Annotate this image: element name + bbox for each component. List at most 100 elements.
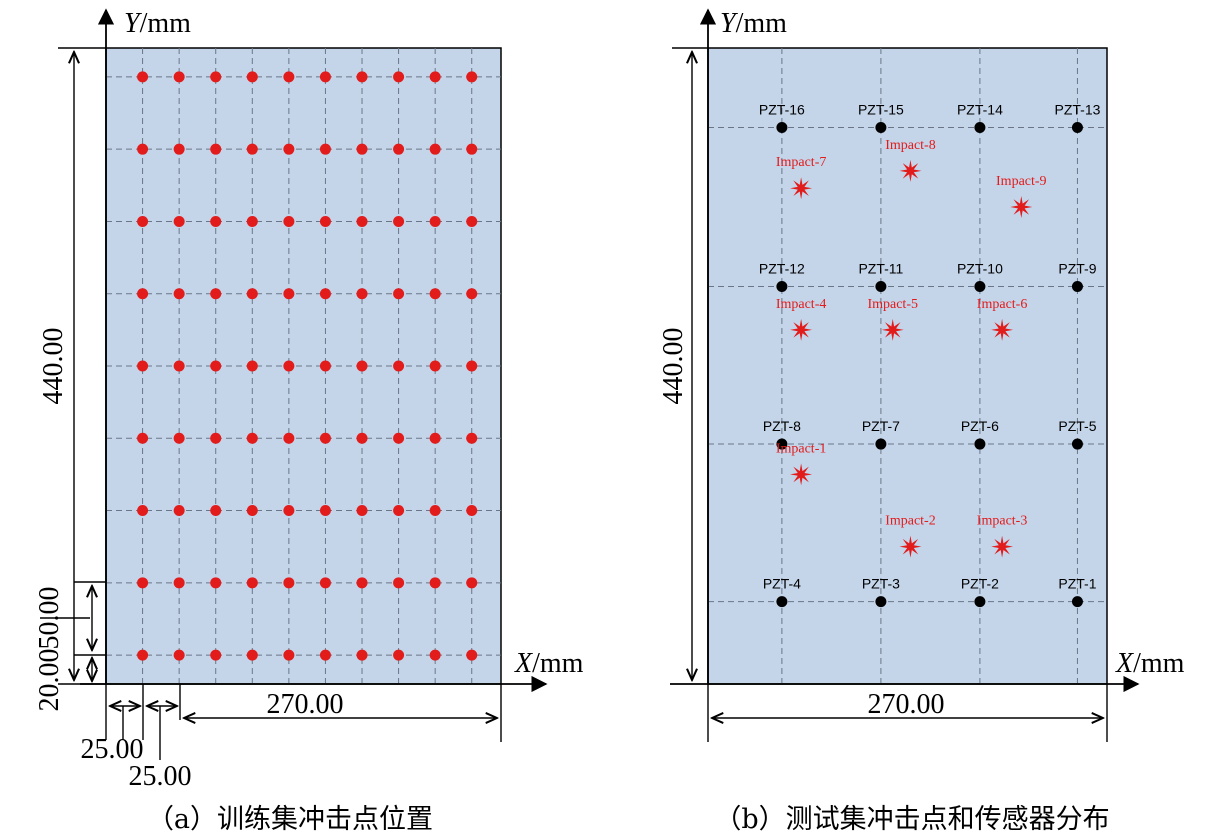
dim-height-label-a: 440.00 — [38, 328, 69, 405]
train-impact-point — [356, 505, 368, 517]
sensor-point — [974, 281, 986, 292]
train-impact-point — [283, 288, 295, 300]
dim-bottom-offset-a: 20.00 — [34, 649, 106, 712]
train-impact-point — [393, 71, 405, 83]
train-impact-point — [283, 71, 295, 83]
train-impact-point — [137, 360, 149, 372]
train-impact-point — [393, 505, 405, 517]
impact-label: Impact-9 — [996, 174, 1047, 189]
train-impact-point — [210, 143, 222, 155]
impact-star — [1010, 196, 1033, 218]
sensor-label: PZT-2 — [961, 576, 999, 592]
sensors: PZT-1 PZT-2 PZT-3 PZT-4 PZT-5 PZT-6 PZT-7 PZT-8… — [759, 102, 1101, 608]
train-impact-point — [356, 143, 368, 155]
sensor-point — [875, 438, 887, 450]
train-impact-point — [429, 71, 441, 83]
train-impact-point — [319, 505, 331, 517]
train-impact-point — [393, 432, 405, 444]
train-impact-point — [210, 360, 222, 372]
impact-label: Impact-4 — [776, 297, 827, 312]
train-impact-point — [246, 143, 258, 155]
train-impact-point — [246, 505, 258, 517]
y-axis-label-a: Y/mm — [124, 8, 191, 39]
train-impact-point — [466, 649, 478, 661]
train-impact-point — [173, 577, 185, 589]
sensor-point — [875, 596, 887, 608]
dim-width-label-b: 270.00 — [868, 689, 945, 720]
train-impact-point — [173, 288, 185, 300]
sensor-point — [776, 281, 788, 292]
x-axis-label-a: X/mm — [514, 648, 584, 679]
train-impact-point — [356, 71, 368, 83]
train-impact-point — [173, 432, 185, 444]
train-impact-point — [319, 71, 331, 83]
train-impact-point — [466, 360, 478, 372]
train-impact-point — [466, 71, 478, 83]
sensor-point — [1071, 281, 1083, 292]
sensor-point — [974, 596, 986, 608]
panel-a: Y/mm X/mm 440.00 50.00 20.00 — [34, 8, 584, 835]
sensor-label: PZT-10 — [957, 261, 1003, 277]
train-impact-point — [466, 505, 478, 517]
train-impact-point — [137, 649, 149, 661]
train-impact-point — [246, 71, 258, 83]
dim-bottom-offset-label-a: 20.00 — [34, 649, 65, 712]
train-impact-point — [283, 505, 295, 517]
dim-height-b: 440.00 — [658, 47, 708, 680]
train-impact-point — [246, 215, 258, 227]
dim-height-a: 440.00 — [38, 47, 106, 685]
sensor-label: PZT-11 — [858, 261, 903, 277]
sensor-label: PZT-4 — [763, 576, 801, 592]
train-impact-point — [393, 360, 405, 372]
train-impact-point — [210, 649, 222, 661]
train-impact-point — [429, 360, 441, 372]
train-impact-point — [283, 432, 295, 444]
train-impact-point — [466, 432, 478, 444]
impact-star — [790, 463, 813, 486]
dim-width-a: 270.00 25.00 25.00 — [81, 684, 502, 792]
train-impact-point — [137, 577, 149, 589]
sensor-point — [1071, 122, 1083, 133]
train-impact-point — [210, 215, 222, 227]
train-impact-point — [319, 432, 331, 444]
sensor-point — [776, 122, 788, 133]
sensor-label: PZT-5 — [1058, 418, 1096, 434]
train-impact-point — [466, 288, 478, 300]
sensor-label: PZT-3 — [862, 576, 900, 592]
train-impact-point — [173, 505, 185, 517]
impact-star — [790, 177, 813, 200]
train-impact-point — [137, 71, 149, 83]
train-impact-point — [466, 143, 478, 155]
dim-col-pitch-label-a: 25.00 — [129, 761, 192, 792]
train-impact-point — [283, 360, 295, 372]
sensor-point — [875, 122, 887, 133]
sensor-point — [776, 438, 788, 450]
dim-row-pitch-a: 50.00 — [34, 581, 106, 650]
train-impact-point — [173, 360, 185, 372]
impacts: Impact-1 Impact-2 Impact-3 Impact-4 Impact-5… — [776, 138, 1047, 558]
dim-width-b: 270.00 — [707, 684, 1108, 742]
train-impact-point — [173, 71, 185, 83]
train-impact-point — [283, 577, 295, 589]
train-impact-point — [137, 288, 149, 300]
impact-star — [899, 159, 922, 182]
train-impact-point — [319, 649, 331, 661]
train-impact-point — [356, 649, 368, 661]
sensor-label: PZT-14 — [957, 102, 1003, 118]
train-impact-point — [283, 649, 295, 661]
sensor-label: PZT-15 — [858, 102, 904, 118]
train-impact-point — [173, 143, 185, 155]
train-impact-point — [429, 215, 441, 227]
dim-height-label-b: 440.00 — [658, 328, 689, 405]
sensor-point — [1071, 438, 1083, 450]
sensor-label: PZT-1 — [1058, 576, 1096, 592]
sensor-label: PZT-13 — [1054, 102, 1100, 118]
impact-label: Impact-3 — [977, 514, 1028, 529]
train-impact-point — [393, 577, 405, 589]
train-impact-point — [356, 360, 368, 372]
sensor-label: PZT-6 — [961, 418, 999, 434]
sensor-label: PZT-12 — [759, 261, 805, 277]
train-impact-point — [137, 432, 149, 444]
dim-left-offset-label-a: 25.00 — [81, 734, 144, 765]
